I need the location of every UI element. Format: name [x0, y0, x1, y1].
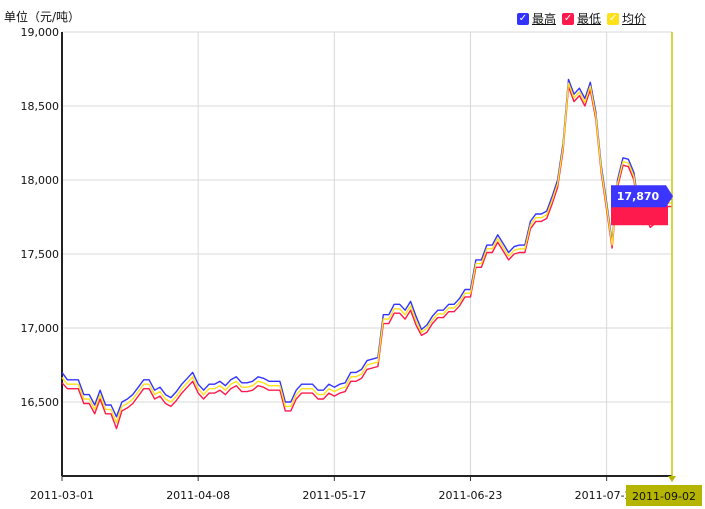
- y-tick-label: 18,000: [21, 174, 60, 187]
- y-tick-label: 17,000: [21, 322, 60, 335]
- tooltip-value: 17,870: [617, 190, 660, 203]
- x-tick-label: 2011-07-29: [575, 489, 639, 502]
- tooltip-box: [611, 185, 673, 208]
- x-tick-label: 2011-05-17: [302, 489, 366, 502]
- series-line-high: [61, 78, 672, 418]
- y-tick-label: 18,500: [21, 100, 60, 113]
- y-tick-label: 17,500: [21, 248, 60, 261]
- cursor-date-box: [626, 485, 702, 506]
- cursor-date-label: 2011-09-02: [632, 490, 696, 503]
- legend-label-high[interactable]: 最高: [532, 12, 557, 26]
- chart-legend: ✓ 最高 ✓ 最低 ✓ 均价: [517, 10, 646, 27]
- legend-label-low[interactable]: 最低: [577, 12, 602, 26]
- legend-item-low[interactable]: ✓ 最低: [562, 10, 601, 27]
- legend-item-high[interactable]: ✓ 最高: [517, 10, 556, 27]
- checkbox-checked-icon[interactable]: ✓: [607, 12, 620, 25]
- tooltip-shadow: [611, 205, 668, 226]
- series-line-average: [61, 82, 672, 424]
- checkbox-checked-icon[interactable]: ✓: [517, 12, 529, 25]
- checkbox-checked-icon[interactable]: ✓: [562, 12, 575, 25]
- legend-item-average[interactable]: ✓ 均价: [607, 10, 646, 27]
- x-tick-label: 2011-03-01: [30, 489, 94, 502]
- y-axis-unit-label: 单位（元/吨）: [4, 10, 81, 24]
- y-tick-label: 16,500: [21, 396, 60, 409]
- legend-label-average[interactable]: 均价: [622, 12, 647, 26]
- series-line-low: [61, 86, 672, 430]
- y-tick-label: 19,000: [21, 26, 60, 39]
- cursor-marker-icon: [668, 476, 676, 482]
- x-tick-label: 2011-04-08: [166, 489, 230, 502]
- x-tick-label: 2011-06-23: [439, 489, 503, 502]
